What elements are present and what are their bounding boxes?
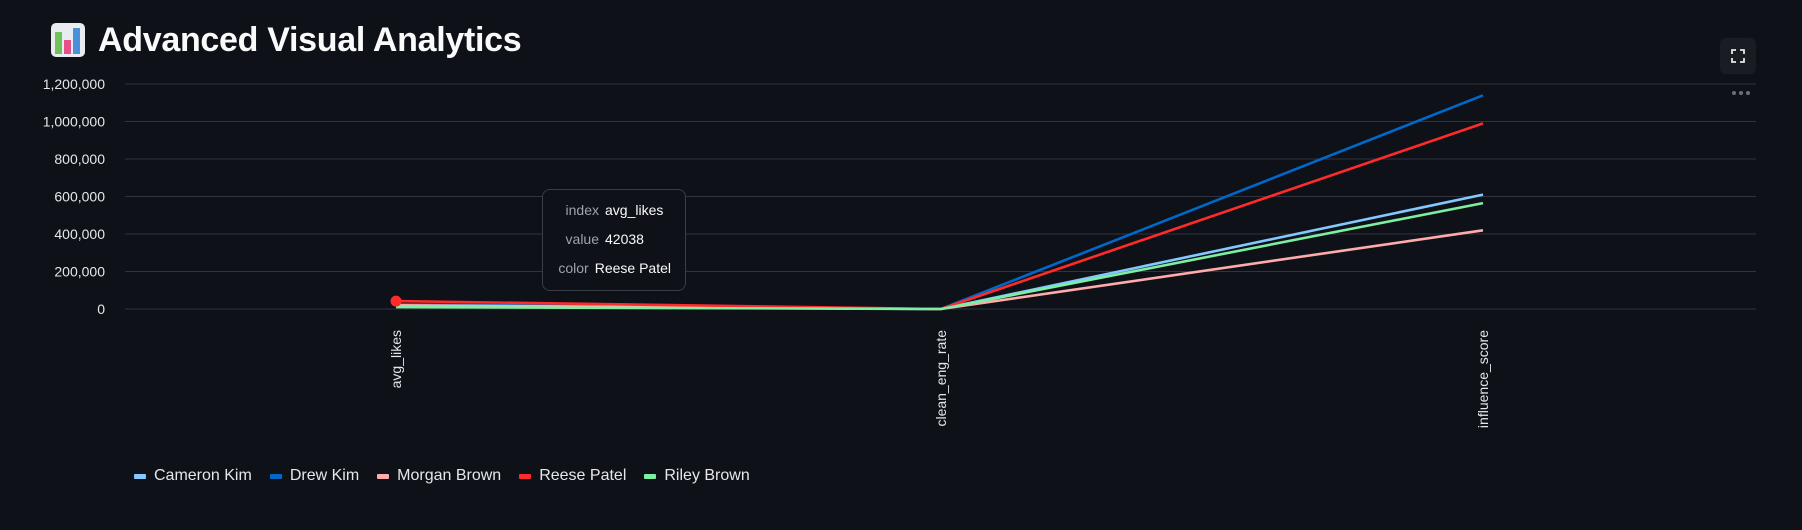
chart-legend: Cameron Kim Drew Kim Morgan Brown Reese … (134, 464, 750, 488)
y-tick-label: 1,200,000 (43, 76, 105, 92)
tooltip-row-value: value 42038 (557, 231, 671, 260)
tooltip-key: value (565, 231, 599, 247)
x-tick-label: clean_eng_rate (933, 330, 949, 427)
tooltip-row-index: index avg_likes (557, 202, 671, 231)
more-options-icon (1732, 91, 1736, 95)
more-options-icon (1746, 91, 1750, 95)
legend-swatch (519, 473, 532, 479)
tooltip-key: index (565, 202, 599, 218)
y-tick-label: 600,000 (54, 189, 105, 205)
legend-item-cameron-kim[interactable]: Cameron Kim (134, 467, 252, 485)
legend-item-riley-brown[interactable]: Riley Brown (644, 467, 750, 485)
page-header: Advanced Visual Analytics (50, 18, 522, 62)
y-tick-label: 0 (97, 301, 105, 317)
legend-item-morgan-brown[interactable]: Morgan Brown (377, 467, 501, 485)
legend-label: Morgan Brown (397, 467, 502, 484)
line-chart[interactable]: 0 200,000 400,000 600,000 800,000 1,000,000 1,… (0, 0, 1802, 460)
more-options-button[interactable] (1728, 86, 1754, 100)
legend-swatch (269, 473, 282, 479)
tooltip-value: Reese Patel (594, 260, 671, 276)
bar-chart-emoji-icon (51, 23, 85, 57)
more-options-icon (1739, 91, 1743, 95)
tooltip-key: color (558, 260, 589, 276)
y-tick-label: 1,000,000 (43, 114, 105, 130)
legend-swatch (134, 473, 146, 479)
legend-swatch (377, 473, 390, 479)
legend-label: Reese Patel (539, 467, 627, 484)
y-tick-label: 200,000 (54, 264, 105, 280)
page-title: Advanced Visual Analytics (98, 20, 522, 59)
legend-label: Cameron Kim (154, 467, 252, 484)
legend-swatch (644, 473, 657, 479)
x-tick-label: avg_likes (388, 330, 404, 388)
chart-tooltip: index avg_likes value 42038 color Reese … (542, 189, 686, 291)
fullscreen-button[interactable] (1720, 38, 1756, 74)
x-tick-label: influence_score (1475, 330, 1491, 428)
tooltip-value: avg_likes (605, 202, 664, 218)
tooltip-row-color: color Reese Patel (557, 260, 671, 289)
y-tick-label: 800,000 (54, 151, 105, 167)
legend-item-drew-kim[interactable]: Drew Kim (269, 467, 360, 485)
tooltip-value: 42038 (605, 231, 644, 247)
legend-label: Drew Kim (289, 467, 360, 484)
y-tick-label: 400,000 (54, 226, 105, 242)
highlight-point (390, 295, 402, 307)
series-line-riley-brown (395, 201, 1484, 311)
fullscreen-icon (1731, 49, 1745, 63)
legend-item-reese-patel[interactable]: Reese Patel (519, 467, 626, 485)
legend-label: Riley Brown (664, 467, 750, 484)
